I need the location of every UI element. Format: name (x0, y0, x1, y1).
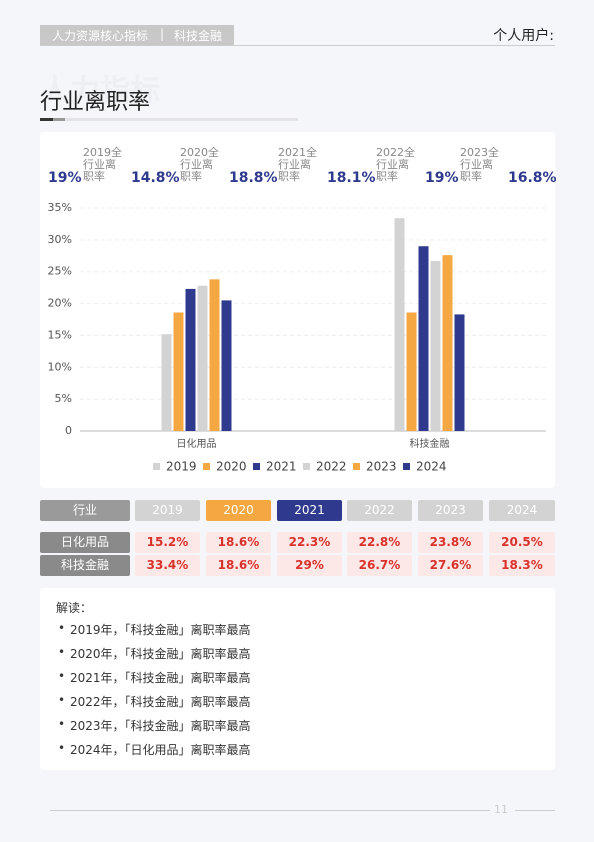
legend-swatch (203, 463, 210, 470)
legend-label: 2019 (166, 460, 197, 474)
footer-line (515, 810, 555, 811)
table-cell: 33.4% (135, 555, 200, 576)
bullet: • (58, 693, 66, 707)
x-tick-label: 科技金融 (410, 437, 450, 450)
kpi-value: 19% (425, 170, 459, 186)
legend-label: 2022 (316, 460, 347, 474)
bar (406, 312, 417, 431)
bar (209, 279, 220, 431)
note-item: 2024年，「日化用品」离职率最高 (70, 743, 251, 757)
table-cell: 22.3% (277, 532, 342, 553)
header-bar (40, 25, 234, 45)
legend-swatch (153, 463, 160, 470)
note-item: 2020年，「科技金融」离职率最高 (70, 647, 251, 661)
header-user: 个人用户: (493, 28, 554, 44)
legend-label: 2020 (216, 460, 247, 474)
bar (221, 300, 232, 431)
bar (185, 288, 196, 431)
note-item: 2021年，「科技金融」离职率最高 (70, 671, 251, 685)
title-underline-dark (40, 118, 53, 121)
separator: | (160, 27, 165, 41)
title-underline-mid (53, 118, 65, 121)
bar (173, 312, 184, 431)
table-cell: 29% (277, 555, 342, 576)
table-header-cell: 2020 (206, 500, 271, 521)
bullet: • (58, 645, 66, 659)
bullet: • (58, 717, 66, 731)
y-tick-label: 30% (48, 233, 72, 246)
table-header-cell: 2021 (277, 500, 342, 521)
table-cell: 18.3% (489, 555, 555, 576)
legend-label: 2023 (366, 460, 397, 474)
kpi-label: 2021全行业离职率 (278, 146, 317, 183)
table-header-cell: 2023 (418, 500, 483, 521)
legend-label: 2021 (266, 460, 297, 474)
kpi-value: 18.8% (229, 170, 278, 186)
notes-title: 解读： (56, 601, 93, 615)
table-cell: 18.6% (206, 532, 271, 553)
legend-swatch (253, 463, 260, 470)
x-tick-label: 日化用品 (177, 437, 217, 450)
table-header-cell: 2019 (135, 500, 200, 521)
table-cell: 15.2% (135, 532, 200, 553)
bar (197, 285, 208, 431)
y-tick-label: 0 (65, 424, 72, 437)
kpi-value: 18.1% (327, 170, 376, 186)
row-label: 科技金融 (40, 555, 130, 576)
table-cell: 22.8% (347, 532, 412, 553)
legend-swatch (353, 463, 360, 470)
table-cell: 27.6% (418, 555, 483, 576)
bullet: • (58, 621, 66, 635)
bar (430, 260, 441, 431)
note-item: 2023年，「科技金融」离职率最高 (70, 719, 251, 733)
y-tick-label: 10% (48, 360, 72, 373)
kpi-value: 19% (48, 170, 82, 186)
kpi-value: 16.8% (508, 170, 557, 186)
header-section: 人力资源核心指标 (52, 29, 149, 43)
bar (161, 334, 172, 431)
header-line (40, 45, 555, 46)
kpi-label: 2023全行业离职率 (460, 146, 499, 183)
bar (394, 218, 405, 431)
legend-label: 2024 (416, 460, 447, 474)
chart-card (40, 132, 555, 488)
bar (442, 255, 453, 431)
page-title: 行业离职率 (40, 90, 151, 115)
row-label: 日化用品 (40, 532, 130, 553)
kpi-label: 2022全行业离职率 (376, 146, 415, 183)
table-header-cell: 2024 (489, 500, 555, 521)
bullet: • (58, 741, 66, 755)
table-header-cell: 2022 (347, 500, 412, 521)
table-cell: 18.6% (206, 555, 271, 576)
y-tick-label: 20% (48, 297, 72, 310)
table-cell: 20.5% (489, 532, 555, 553)
y-tick-label: 15% (48, 328, 72, 341)
kpi-value: 14.8% (131, 170, 180, 186)
kpi-label: 2020全行业离职率 (180, 146, 219, 183)
bullet: • (58, 669, 66, 683)
watermark: 人力指标 (40, 74, 160, 109)
legend-swatch (403, 463, 410, 470)
notes-card (40, 588, 555, 770)
y-tick-label: 25% (48, 265, 72, 278)
legend-swatch (303, 463, 310, 470)
page-number: 11 (494, 803, 508, 816)
note-item: 2022年，「科技金融」离职率最高 (70, 695, 251, 709)
y-tick-label: 5% (55, 392, 72, 405)
title-underline (40, 118, 298, 121)
y-tick-label: 35% (48, 201, 72, 214)
kpi-label: 2019全行业离职率 (83, 146, 122, 183)
bar (454, 314, 465, 431)
table-cell: 23.8% (418, 532, 483, 553)
footer-line (50, 810, 490, 811)
note-item: 2019年，「科技金融」离职率最高 (70, 623, 251, 637)
table-cell: 26.7% (347, 555, 412, 576)
header-subsection: 科技金融 (174, 29, 223, 43)
table-header-cell: 行业 (40, 500, 130, 521)
bar (418, 246, 429, 431)
